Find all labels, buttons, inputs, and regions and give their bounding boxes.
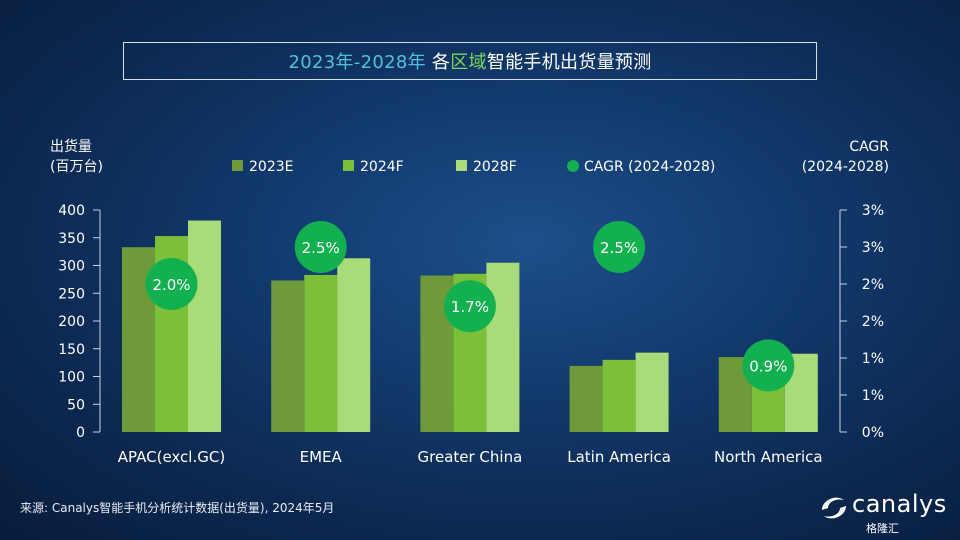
watermark: 格隆汇	[866, 522, 899, 535]
title-each: 各	[431, 52, 451, 73]
y2-tick-label: 1%	[862, 351, 884, 367]
cagr-label: 0.9%	[749, 357, 787, 375]
y-tick-label: 0	[76, 425, 85, 441]
y2-tick-label: 1%	[862, 388, 884, 404]
y-axis-label-right: CAGR (2024-2028)	[802, 137, 889, 177]
y2-tick-label: 2%	[862, 314, 884, 330]
y-tick-label: 150	[58, 342, 85, 358]
legend-label: 2023E	[249, 159, 293, 175]
y2-tick-label: 2%	[862, 277, 884, 293]
bar-2024f	[602, 359, 636, 432]
source-note: 来源: Canalys智能手机分析统计数据(出货量), 2024年5月	[20, 501, 335, 515]
legend-swatch-cagr	[567, 160, 579, 172]
y-axis-label-left-line1: 出货量	[50, 139, 92, 155]
title-years: 2023年-2028年	[288, 52, 426, 73]
legend-label: 2028F	[473, 159, 517, 175]
category-label: EMEA	[300, 448, 343, 466]
legend-swatch-2028f	[456, 160, 467, 171]
y2-tick-label: 3%	[862, 203, 884, 219]
cagr-marker	[443, 280, 496, 333]
canalys-logo: canalys 格隆汇	[818, 488, 948, 535]
cagr-label: 1.7%	[451, 298, 489, 316]
cagr-marker	[593, 221, 646, 273]
bar-2024f	[304, 274, 338, 432]
y-tick-label: 300	[58, 259, 85, 275]
category-label: APAC(excl.GC)	[118, 448, 225, 466]
cagr-marker	[742, 339, 795, 392]
legend-swatch-2024f	[343, 160, 354, 171]
y-tick-label: 200	[58, 314, 85, 330]
category-label: North America	[714, 448, 823, 466]
bar-2028f	[337, 258, 371, 432]
cagr-marker	[294, 221, 347, 273]
cagr-label: 2.5%	[600, 239, 638, 257]
legend-label: CAGR (2024-2028)	[584, 159, 715, 175]
y2-tick-label: 3%	[862, 240, 884, 256]
bar-2023e	[569, 365, 603, 432]
bar-2028f	[635, 352, 669, 432]
y-axis-label-right-line2: (2024-2028)	[801, 159, 889, 175]
legend-swatch-2023e	[232, 160, 243, 171]
y-axis-label-left-line2: (百万台)	[50, 159, 103, 175]
bar-2028f	[188, 220, 221, 432]
y-tick-label: 350	[58, 231, 85, 247]
cagr-label: 2.0%	[152, 276, 190, 294]
cagr-label: 2.5%	[302, 239, 340, 257]
y-tick-label: 250	[58, 286, 85, 302]
y2-tick-label: 0%	[862, 425, 884, 441]
canalys-logo-icon	[822, 497, 846, 519]
bar-2028f	[486, 262, 520, 432]
y-tick-label: 400	[58, 203, 85, 219]
chart-title: 2023年-2028年 各 区域 智能手机出货量预测	[123, 42, 817, 80]
y-tick-label: 50	[67, 397, 85, 413]
category-label: Latin America	[567, 448, 671, 466]
logo-text: canalys	[852, 490, 947, 518]
title-region: 区域	[450, 52, 487, 73]
category-label: Greater China	[418, 448, 523, 466]
legend-label: 2024F	[360, 159, 404, 175]
cagr-marker	[145, 258, 198, 310]
bar-2023e	[271, 280, 305, 432]
y-tick-label: 100	[58, 370, 85, 386]
title-rest: 智能手机出货量预测	[486, 52, 652, 73]
y-axis-label-right-line1: CAGR	[849, 139, 889, 155]
y-axis-label-left: 出货量 (百万台)	[50, 137, 103, 177]
